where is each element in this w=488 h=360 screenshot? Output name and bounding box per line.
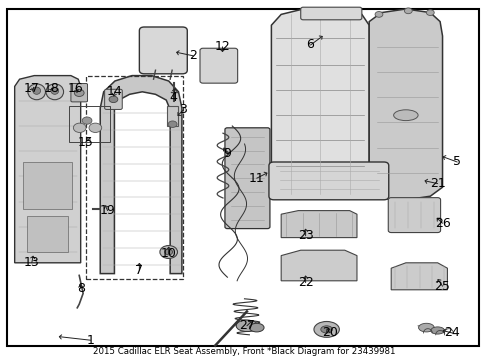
Text: 7: 7 — [135, 264, 143, 276]
Text: 3: 3 — [179, 103, 187, 116]
Ellipse shape — [73, 123, 86, 132]
Ellipse shape — [74, 89, 84, 96]
Ellipse shape — [160, 246, 177, 258]
Ellipse shape — [109, 96, 118, 103]
Text: 11: 11 — [248, 172, 264, 185]
FancyBboxPatch shape — [200, 48, 237, 83]
Text: 5: 5 — [452, 156, 460, 168]
Ellipse shape — [28, 84, 45, 100]
PathPatch shape — [368, 9, 442, 200]
Text: 17: 17 — [24, 82, 40, 95]
Text: 1: 1 — [86, 334, 94, 347]
FancyBboxPatch shape — [300, 7, 361, 20]
Ellipse shape — [46, 84, 63, 100]
Text: 2015 Cadillac ELR Seat Assembly, Front *Black Diagram for 23439981: 2015 Cadillac ELR Seat Assembly, Front *… — [93, 347, 395, 356]
Text: 24: 24 — [444, 327, 459, 339]
Bar — [23, 162, 72, 209]
Text: 12: 12 — [214, 40, 230, 53]
FancyBboxPatch shape — [139, 27, 187, 74]
Text: 13: 13 — [24, 256, 40, 269]
Text: 14: 14 — [107, 85, 122, 98]
FancyBboxPatch shape — [71, 84, 87, 102]
Bar — [69, 106, 109, 142]
Text: 8: 8 — [77, 282, 84, 294]
Ellipse shape — [430, 327, 444, 334]
Ellipse shape — [418, 323, 433, 332]
FancyBboxPatch shape — [387, 198, 440, 233]
Ellipse shape — [313, 321, 339, 337]
FancyBboxPatch shape — [104, 89, 122, 109]
Text: 2: 2 — [189, 49, 197, 62]
Text: 6: 6 — [306, 39, 314, 51]
PathPatch shape — [281, 250, 356, 281]
Text: 22: 22 — [297, 276, 313, 289]
Text: 25: 25 — [434, 280, 449, 293]
Ellipse shape — [426, 10, 433, 15]
Text: 18: 18 — [43, 82, 59, 95]
Ellipse shape — [374, 12, 382, 17]
Text: 20: 20 — [322, 327, 337, 339]
Ellipse shape — [236, 320, 257, 332]
PathPatch shape — [271, 9, 368, 199]
Ellipse shape — [404, 8, 411, 14]
FancyBboxPatch shape — [224, 128, 269, 229]
PathPatch shape — [15, 76, 81, 263]
Ellipse shape — [33, 87, 41, 94]
Text: 23: 23 — [297, 229, 313, 242]
Bar — [85, 76, 183, 279]
Ellipse shape — [320, 326, 332, 333]
PathPatch shape — [100, 76, 182, 274]
Text: 9: 9 — [223, 147, 231, 159]
Ellipse shape — [168, 121, 177, 127]
FancyBboxPatch shape — [268, 162, 388, 200]
Text: 21: 21 — [429, 177, 445, 190]
Bar — [167, 106, 178, 126]
Ellipse shape — [249, 323, 264, 332]
Text: 4: 4 — [169, 91, 177, 104]
Text: 16: 16 — [68, 82, 83, 95]
Text: 19: 19 — [100, 204, 115, 217]
Text: 10: 10 — [161, 247, 176, 260]
Text: 27: 27 — [239, 319, 254, 332]
Ellipse shape — [82, 117, 92, 124]
Ellipse shape — [89, 123, 102, 132]
Ellipse shape — [393, 110, 417, 121]
Ellipse shape — [164, 249, 172, 255]
Text: 26: 26 — [434, 217, 449, 230]
Text: 15: 15 — [78, 136, 93, 149]
PathPatch shape — [390, 263, 447, 290]
PathPatch shape — [281, 211, 356, 238]
Ellipse shape — [51, 87, 59, 94]
Bar — [27, 216, 68, 252]
